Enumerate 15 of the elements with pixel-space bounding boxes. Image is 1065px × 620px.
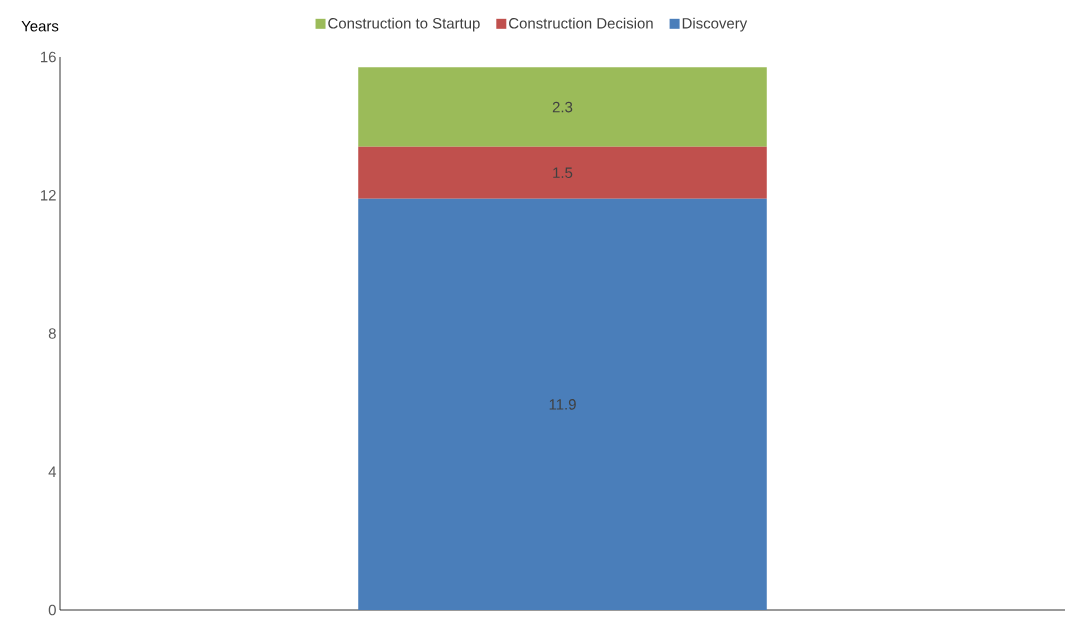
- bar: [358, 146, 767, 199]
- y-axis-title: Years: [21, 21, 59, 32]
- legend-label: Construction to Startup: [328, 17, 480, 32]
- y-tick-label: 16: [41, 51, 56, 63]
- y-tick-label: 8: [48, 328, 56, 339]
- data-label: 11.9: [549, 399, 576, 410]
- y-tick-label: 0: [48, 604, 56, 616]
- y-tick-label: 12: [41, 190, 56, 201]
- legend-label: Construction Decision: [509, 17, 653, 29]
- bar: [358, 198, 767, 610]
- bar: [358, 67, 767, 147]
- legend-label: Discovery: [682, 17, 748, 32]
- data-label: 2.3: [552, 101, 573, 113]
- data-label: 1.5: [553, 167, 573, 178]
- y-tick-label: 4: [48, 466, 57, 477]
